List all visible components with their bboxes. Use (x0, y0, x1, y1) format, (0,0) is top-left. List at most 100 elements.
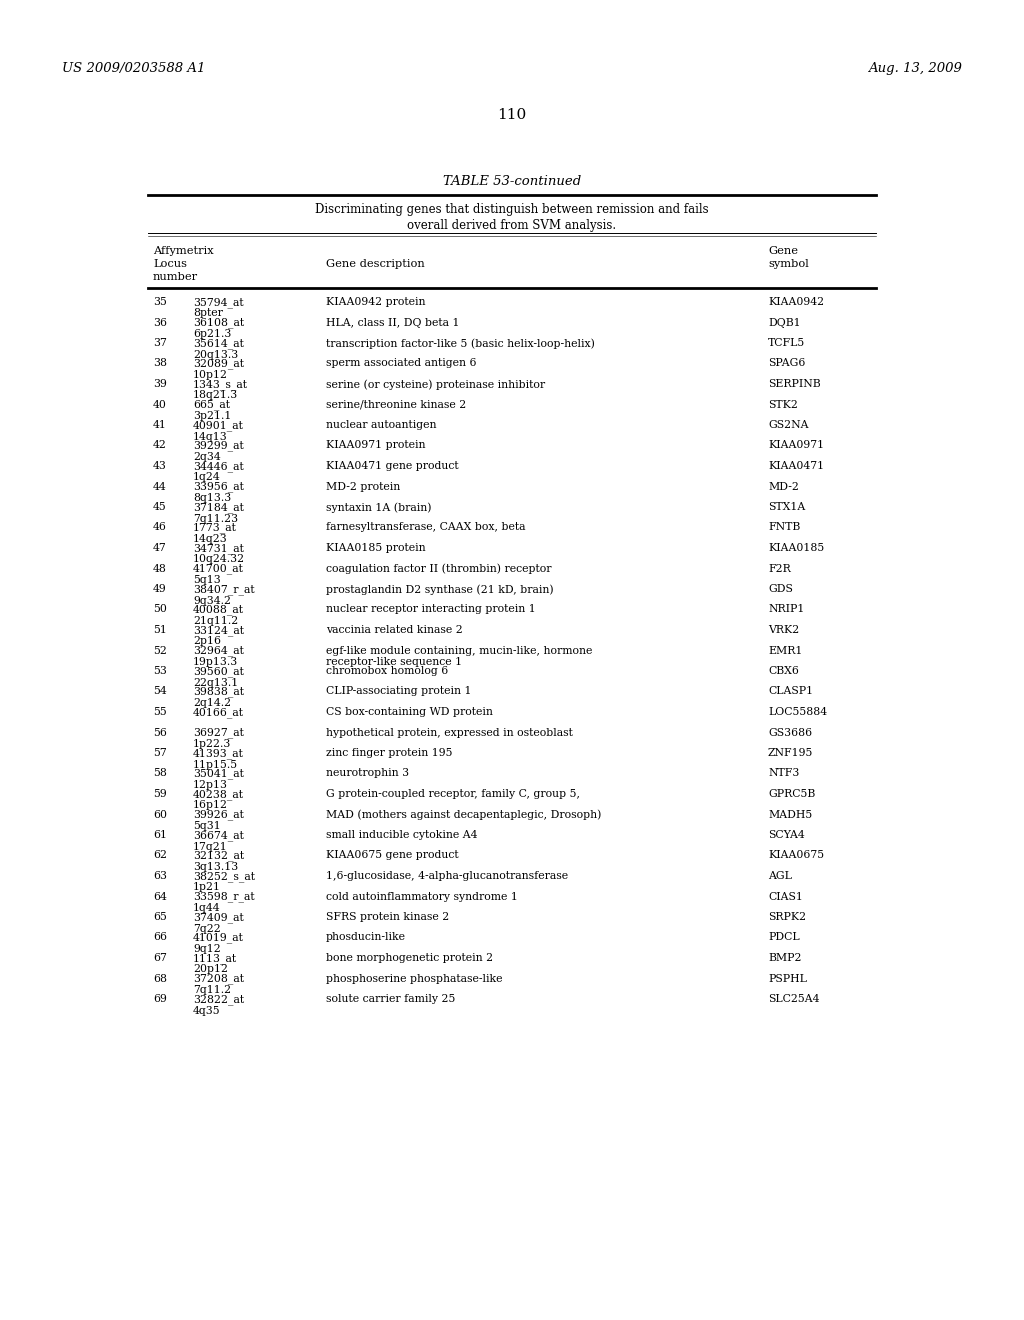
Text: GPRC5B: GPRC5B (768, 789, 815, 799)
Text: sperm associated antigen 6: sperm associated antigen 6 (326, 359, 476, 368)
Text: 36108_at: 36108_at (193, 318, 244, 329)
Text: egf-like module containing, mucin-like, hormone: egf-like module containing, mucin-like, … (326, 645, 592, 656)
Text: 2q34: 2q34 (193, 451, 221, 462)
Text: CLIP-associating protein 1: CLIP-associating protein 1 (326, 686, 471, 697)
Text: 20q13.3: 20q13.3 (193, 350, 239, 359)
Text: 3q13.13: 3q13.13 (193, 862, 239, 873)
Text: KIAA0185 protein: KIAA0185 protein (326, 543, 426, 553)
Text: 11p15.5: 11p15.5 (193, 759, 239, 770)
Text: 9q34.2: 9q34.2 (193, 595, 231, 606)
Text: 40238_at: 40238_at (193, 789, 244, 800)
Text: 35794_at: 35794_at (193, 297, 244, 308)
Text: 58: 58 (153, 768, 167, 779)
Text: SERPINB: SERPINB (768, 379, 820, 389)
Text: 38: 38 (153, 359, 167, 368)
Text: serine (or cysteine) proteinase inhibitor: serine (or cysteine) proteinase inhibito… (326, 379, 545, 389)
Text: 17q21: 17q21 (193, 842, 227, 851)
Text: 61: 61 (153, 830, 167, 840)
Text: 54: 54 (153, 686, 167, 697)
Text: Discriminating genes that distinguish between remission and fails: Discriminating genes that distinguish be… (315, 203, 709, 216)
Text: 7q11.2: 7q11.2 (193, 985, 231, 995)
Text: KIAA0185: KIAA0185 (768, 543, 824, 553)
Text: 35614_at: 35614_at (193, 338, 244, 348)
Text: 38407_r_at: 38407_r_at (193, 583, 255, 595)
Text: 51: 51 (153, 624, 167, 635)
Text: 32132_at: 32132_at (193, 850, 244, 861)
Text: VRK2: VRK2 (768, 624, 800, 635)
Text: 63: 63 (153, 871, 167, 880)
Text: 37184_at: 37184_at (193, 502, 244, 512)
Text: vaccinia related kinase 2: vaccinia related kinase 2 (326, 624, 463, 635)
Text: GS2NA: GS2NA (768, 420, 809, 430)
Text: 69: 69 (153, 994, 167, 1005)
Text: 44: 44 (153, 482, 167, 491)
Text: 9q12: 9q12 (193, 944, 221, 954)
Text: 55: 55 (153, 708, 167, 717)
Text: KIAA0471: KIAA0471 (768, 461, 824, 471)
Text: CBX6: CBX6 (768, 667, 799, 676)
Text: 1,6-glucosidase, 4-alpha-glucanotransferase: 1,6-glucosidase, 4-alpha-glucanotransfer… (326, 871, 568, 880)
Text: 14q23: 14q23 (193, 535, 227, 544)
Text: 41700_at: 41700_at (193, 564, 244, 574)
Text: Aug. 13, 2009: Aug. 13, 2009 (868, 62, 962, 75)
Text: 37208_at: 37208_at (193, 974, 244, 985)
Text: 16p12: 16p12 (193, 800, 228, 810)
Text: 36927_at: 36927_at (193, 727, 244, 738)
Text: 40901_at: 40901_at (193, 420, 244, 430)
Text: 6p21.3: 6p21.3 (193, 329, 231, 339)
Text: ZNF195: ZNF195 (768, 748, 813, 758)
Text: 65: 65 (153, 912, 167, 921)
Text: 43: 43 (153, 461, 167, 471)
Text: 39299_at: 39299_at (193, 441, 244, 451)
Text: phosphoserine phosphatase-like: phosphoserine phosphatase-like (326, 974, 503, 983)
Text: 64: 64 (153, 891, 167, 902)
Text: 33598_r_at: 33598_r_at (193, 891, 255, 902)
Text: 19p13.3: 19p13.3 (193, 657, 239, 667)
Text: 14q13: 14q13 (193, 432, 227, 441)
Text: SLC25A4: SLC25A4 (768, 994, 819, 1005)
Text: 56: 56 (153, 727, 167, 738)
Text: 1343_s_at: 1343_s_at (193, 379, 248, 389)
Text: number: number (153, 272, 198, 282)
Text: 1p21: 1p21 (193, 883, 221, 892)
Text: 22q13.1: 22q13.1 (193, 677, 239, 688)
Text: 18q21.3: 18q21.3 (193, 391, 239, 400)
Text: 1q44: 1q44 (193, 903, 220, 913)
Text: SRPK2: SRPK2 (768, 912, 806, 921)
Text: Gene: Gene (768, 246, 798, 256)
Text: 67: 67 (153, 953, 167, 964)
Text: chromobox homolog 6: chromobox homolog 6 (326, 667, 449, 676)
Text: TCFL5: TCFL5 (768, 338, 805, 348)
Text: 49: 49 (153, 583, 167, 594)
Text: 66: 66 (153, 932, 167, 942)
Text: 12p13: 12p13 (193, 780, 228, 789)
Text: TABLE 53-continued: TABLE 53-continued (442, 176, 582, 187)
Text: DQB1: DQB1 (768, 318, 801, 327)
Text: BMP2: BMP2 (768, 953, 802, 964)
Text: GS3686: GS3686 (768, 727, 812, 738)
Text: 39: 39 (153, 379, 167, 389)
Text: PDCL: PDCL (768, 932, 800, 942)
Text: CS box-containing WD protein: CS box-containing WD protein (326, 708, 493, 717)
Text: 1p22.3: 1p22.3 (193, 739, 231, 748)
Text: serine/threonine kinase 2: serine/threonine kinase 2 (326, 400, 466, 409)
Text: 37409_at: 37409_at (193, 912, 244, 923)
Text: KIAA0971 protein: KIAA0971 protein (326, 441, 426, 450)
Text: 60: 60 (153, 809, 167, 820)
Text: 39926_at: 39926_at (193, 809, 244, 820)
Text: nuclear receptor interacting protein 1: nuclear receptor interacting protein 1 (326, 605, 536, 615)
Text: KIAA0675: KIAA0675 (768, 850, 824, 861)
Text: FNTB: FNTB (768, 523, 800, 532)
Text: 110: 110 (498, 108, 526, 121)
Text: neurotrophin 3: neurotrophin 3 (326, 768, 410, 779)
Text: transcription factor-like 5 (basic helix-loop-helix): transcription factor-like 5 (basic helix… (326, 338, 595, 348)
Text: 1113_at: 1113_at (193, 953, 238, 964)
Text: PSPHL: PSPHL (768, 974, 807, 983)
Text: 21q11.2: 21q11.2 (193, 616, 239, 626)
Text: STX1A: STX1A (768, 502, 805, 512)
Text: MD-2 protein: MD-2 protein (326, 482, 400, 491)
Text: CIAS1: CIAS1 (768, 891, 803, 902)
Text: 34731_at: 34731_at (193, 543, 244, 553)
Text: MAD (mothers against decapentaplegic, Drosoph): MAD (mothers against decapentaplegic, Dr… (326, 809, 601, 820)
Text: KIAA0471 gene product: KIAA0471 gene product (326, 461, 459, 471)
